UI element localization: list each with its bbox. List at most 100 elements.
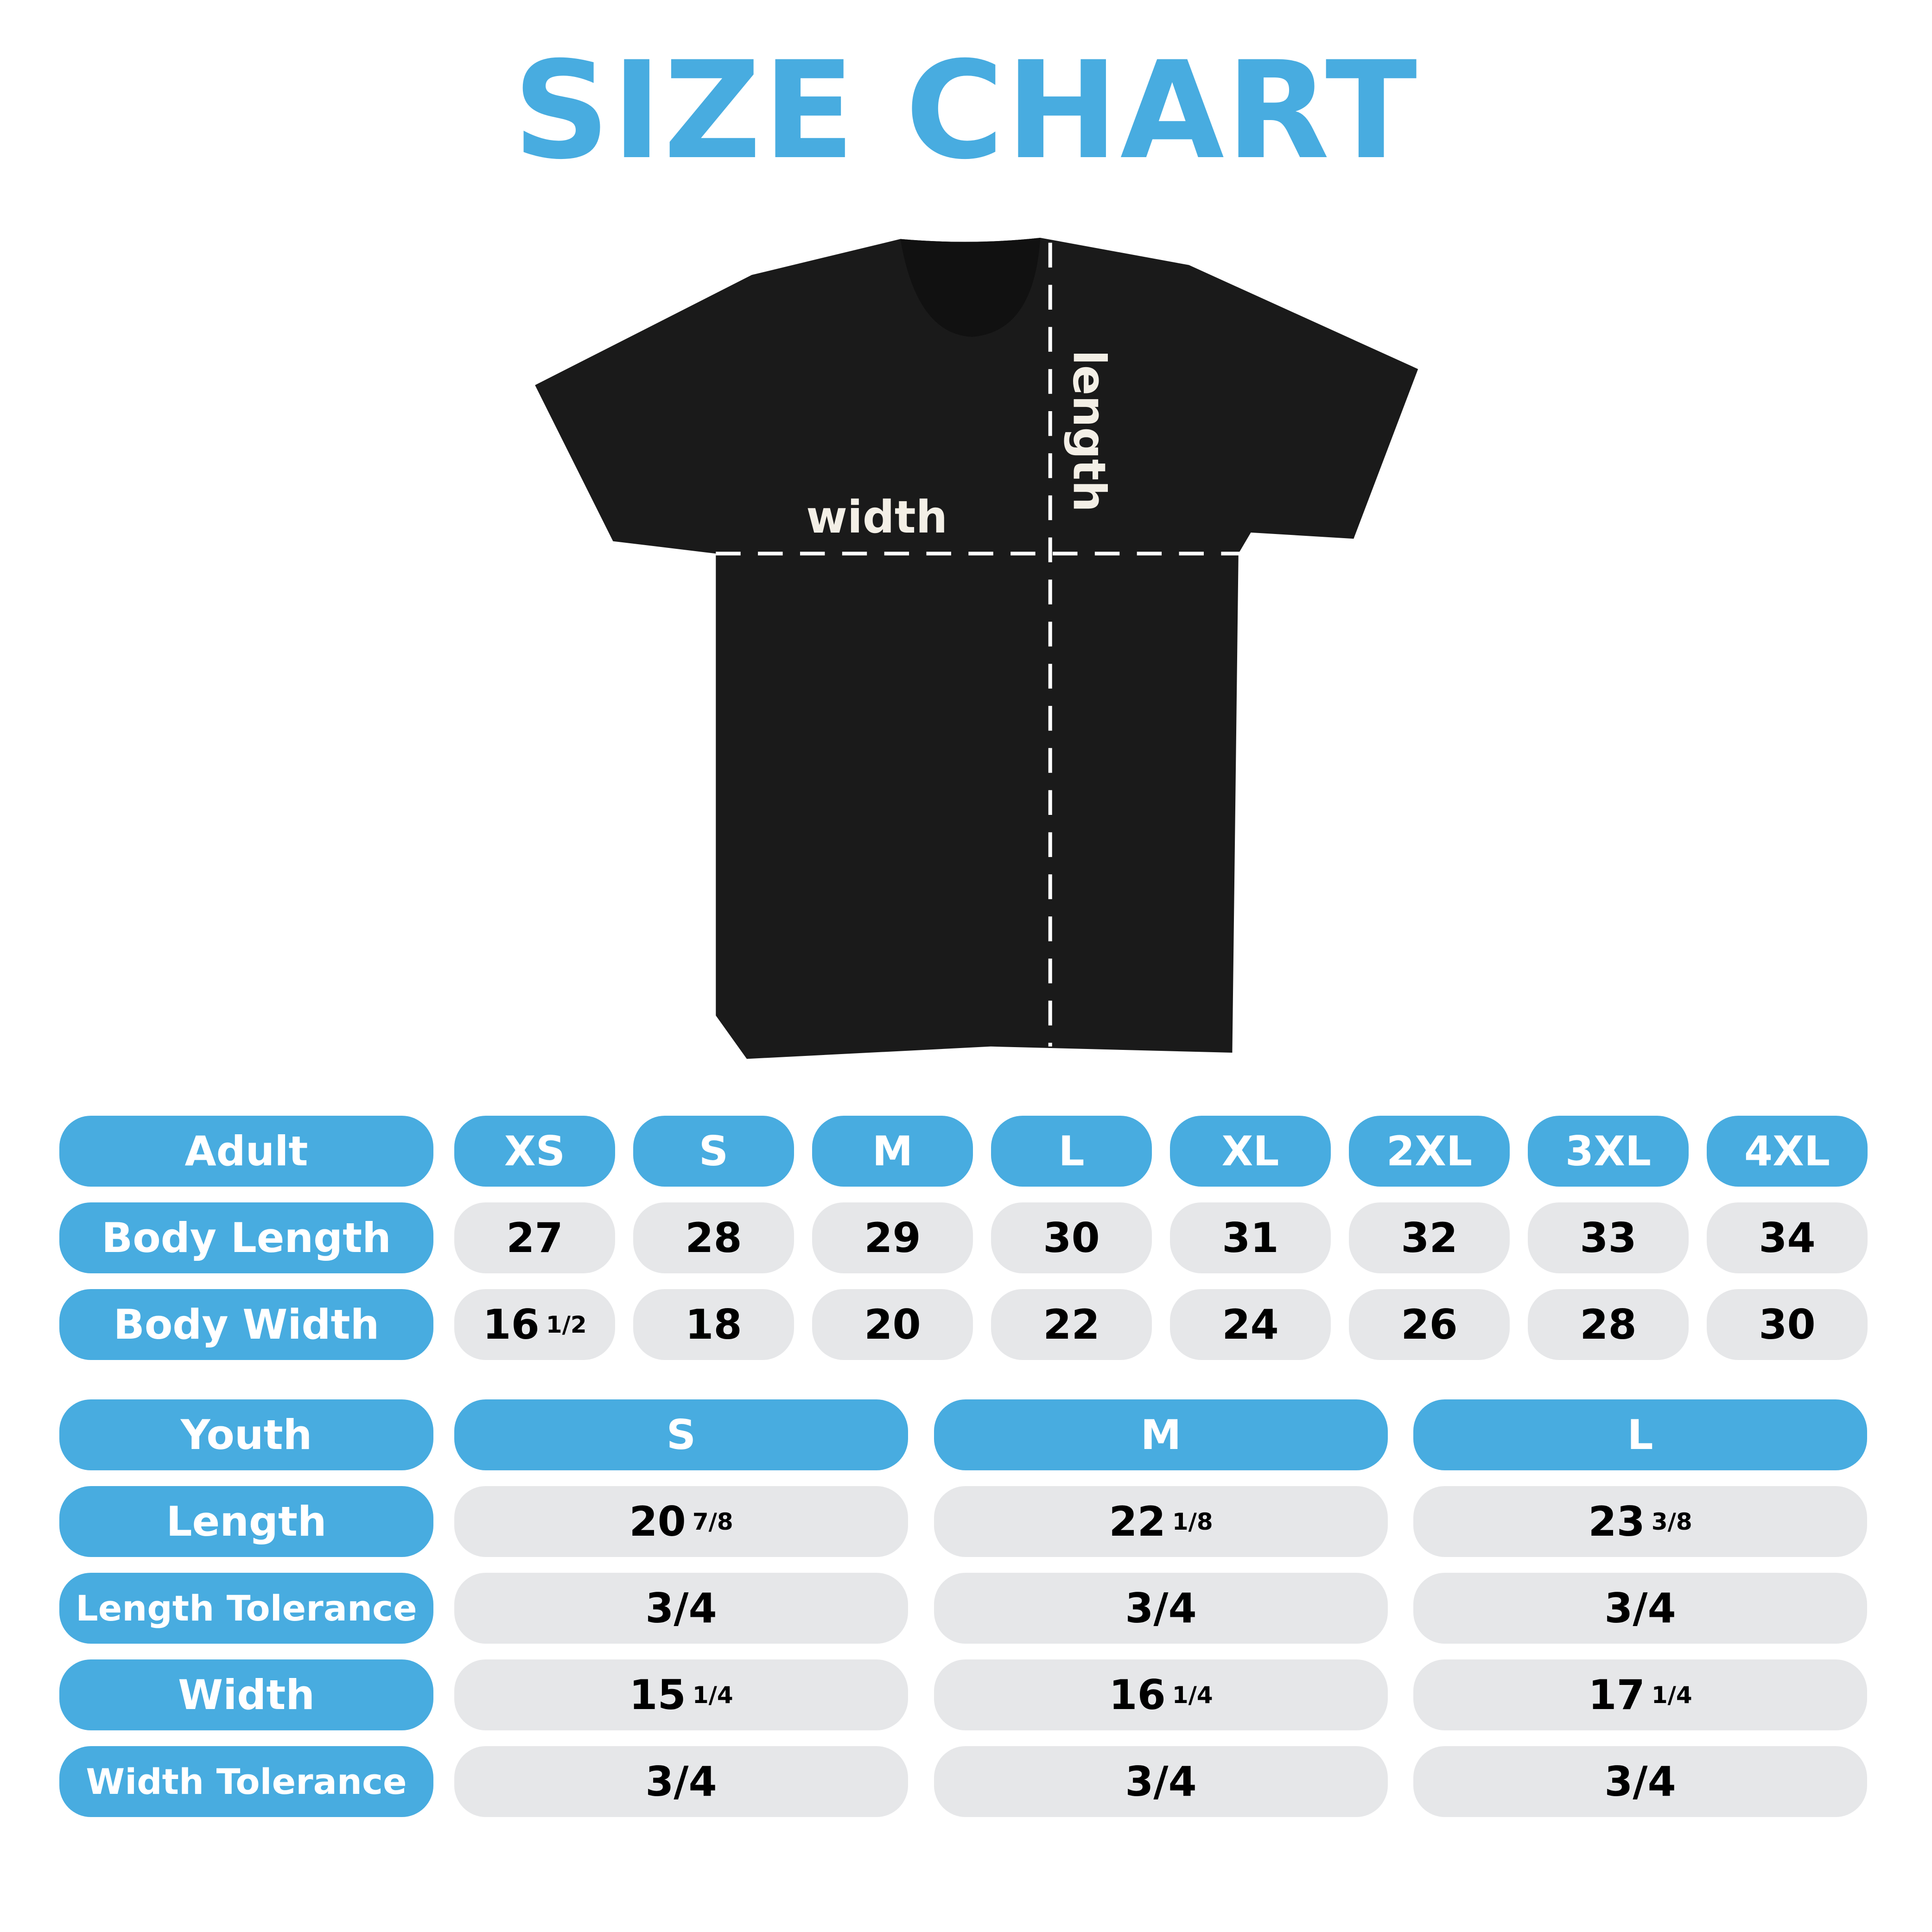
youth-value-cell-text: 23 — [1588, 1498, 1645, 1545]
adult-value-cell-text: 24 — [1222, 1301, 1279, 1348]
adult-value-cell-text: 33 — [1580, 1214, 1637, 1262]
adult-row-label: Body Length — [59, 1202, 433, 1273]
adult-size-header: XL — [1170, 1116, 1331, 1187]
adult-value-cell: 20 — [812, 1289, 973, 1360]
youth-size-header-text: M — [1140, 1411, 1182, 1459]
youth-value-cell: 3/4 — [454, 1573, 908, 1644]
adult-value-cell-text: 29 — [864, 1214, 921, 1262]
adult-value-cell-text: 31 — [1222, 1214, 1279, 1262]
adult-size-header: M — [812, 1116, 973, 1187]
youth-size-header: S — [454, 1399, 908, 1470]
adult-value-cell: 30 — [991, 1202, 1152, 1273]
adult-size-header: 2XL — [1349, 1116, 1510, 1187]
adult-size-header-text: L — [1058, 1127, 1085, 1175]
youth-value-cell-text: 3/4 — [1604, 1584, 1676, 1632]
youth-value-cell-text: 3/4 — [1125, 1758, 1197, 1805]
adult-value-cell-text: 26 — [1401, 1301, 1458, 1348]
fraction-text: 1/2 — [546, 1311, 587, 1338]
adult-row-label: Body Width — [59, 1289, 433, 1360]
adult-size-header: L — [991, 1116, 1152, 1187]
youth-value-cell: 3/4 — [934, 1573, 1388, 1644]
adult-value-cell-text: 32 — [1401, 1214, 1458, 1262]
adult-row-label-text: Body Width — [113, 1301, 380, 1348]
adult-size-header-text: M — [872, 1127, 913, 1175]
youth-value-cell-text: 3/4 — [645, 1758, 717, 1805]
adult-value-cell: 31 — [1170, 1202, 1331, 1273]
adult-size-header-text: XS — [504, 1127, 566, 1175]
adult-value-cell: 34 — [1707, 1202, 1868, 1273]
adult-value-cell: 29 — [812, 1202, 973, 1273]
adult-size-header-text: XL — [1221, 1127, 1279, 1175]
length-label: length — [1063, 350, 1115, 512]
adult-value-cell: 27 — [454, 1202, 615, 1273]
adult-value-cell-text: 27 — [506, 1214, 563, 1262]
adult-value-cell-text: 16 — [483, 1301, 540, 1348]
adult-value-cell-text: 28 — [685, 1214, 742, 1262]
youth-size-header-text: L — [1627, 1411, 1653, 1459]
adult-value-cell: 16 1/2 — [454, 1289, 615, 1360]
adult-value-cell-text: 20 — [864, 1301, 921, 1348]
adult-value-cell-text: 30 — [1759, 1301, 1816, 1348]
youth-value-cell: 3/4 — [454, 1746, 908, 1817]
youth-value-cell-text: 15 — [629, 1671, 686, 1719]
youth-value-cell-text: 3/4 — [645, 1584, 717, 1632]
youth-value-cell: 15 1/4 — [454, 1659, 908, 1730]
adult-header-text: Adult — [184, 1127, 308, 1175]
youth-row-label: Length Tolerance — [59, 1573, 433, 1644]
youth-value-cell-text: 3/4 — [1125, 1584, 1197, 1632]
youth-value-cell: 3/4 — [934, 1746, 1388, 1817]
youth-value-cell-text: 17 — [1588, 1671, 1645, 1719]
youth-value-cell: 23 3/8 — [1413, 1486, 1867, 1557]
tshirt-collar — [900, 237, 1041, 337]
adult-size-header: XS — [454, 1116, 615, 1187]
youth-header: Youth — [59, 1399, 433, 1470]
adult-value-cell: 18 — [633, 1289, 794, 1360]
youth-row-label-text: Width Tolerance — [86, 1761, 407, 1802]
youth-size-header-text: S — [666, 1411, 696, 1459]
fraction-text: 1/4 — [1172, 1681, 1213, 1709]
adult-size-header: 3XL — [1528, 1116, 1689, 1187]
adult-value-cell: 30 — [1707, 1289, 1868, 1360]
adult-value-cell: 26 — [1349, 1289, 1510, 1360]
youth-row-label: Width Tolerance — [59, 1746, 433, 1817]
youth-value-cell: 20 7/8 — [454, 1486, 908, 1557]
youth-row-label: Length — [59, 1486, 433, 1557]
fraction-text: 1/4 — [1651, 1681, 1692, 1709]
youth-value-cell-text: 22 — [1109, 1498, 1166, 1545]
adult-row-label-text: Body Length — [102, 1214, 391, 1262]
youth-value-cell: 16 1/4 — [934, 1659, 1388, 1730]
youth-value-cell-text: 3/4 — [1604, 1758, 1676, 1805]
youth-value-cell: 22 1/8 — [934, 1486, 1388, 1557]
youth-header-text: Youth — [180, 1411, 312, 1459]
adult-value-cell: 24 — [1170, 1289, 1331, 1360]
youth-size-header: M — [934, 1399, 1388, 1470]
fraction-text: 1/8 — [1172, 1508, 1213, 1535]
adult-size-header: S — [633, 1116, 794, 1187]
fraction-text: 1/4 — [692, 1681, 733, 1709]
adult-size-header: 4XL — [1707, 1116, 1868, 1187]
fraction-text: 3/8 — [1651, 1508, 1692, 1535]
adult-size-header-text: 3XL — [1565, 1127, 1652, 1175]
adult-size-header-text: 4XL — [1744, 1127, 1830, 1175]
adult-value-cell-text: 18 — [685, 1301, 742, 1348]
youth-value-cell: 17 1/4 — [1413, 1659, 1867, 1730]
youth-row-label: Width — [59, 1659, 433, 1730]
youth-row-label-text: Width — [178, 1671, 315, 1719]
adult-header: Adult — [59, 1116, 433, 1187]
adult-value-cell-text: 28 — [1580, 1301, 1637, 1348]
adult-value-cell-text: 22 — [1043, 1301, 1100, 1348]
adult-size-header-text: 2XL — [1386, 1127, 1473, 1175]
youth-size-header: L — [1413, 1399, 1867, 1470]
fraction-text: 7/8 — [692, 1508, 733, 1535]
youth-row-label-text: Length Tolerance — [76, 1588, 417, 1629]
adult-value-cell: 22 — [991, 1289, 1152, 1360]
adult-value-cell: 28 — [633, 1202, 794, 1273]
adult-value-cell: 32 — [1349, 1202, 1510, 1273]
width-label: width — [806, 491, 947, 543]
adult-size-header-text: S — [699, 1127, 729, 1175]
adult-value-cell-text: 34 — [1759, 1214, 1816, 1262]
page-title: SIZE CHART — [513, 33, 1419, 189]
youth-value-cell-text: 16 — [1109, 1671, 1166, 1719]
adult-value-cell: 33 — [1528, 1202, 1689, 1273]
